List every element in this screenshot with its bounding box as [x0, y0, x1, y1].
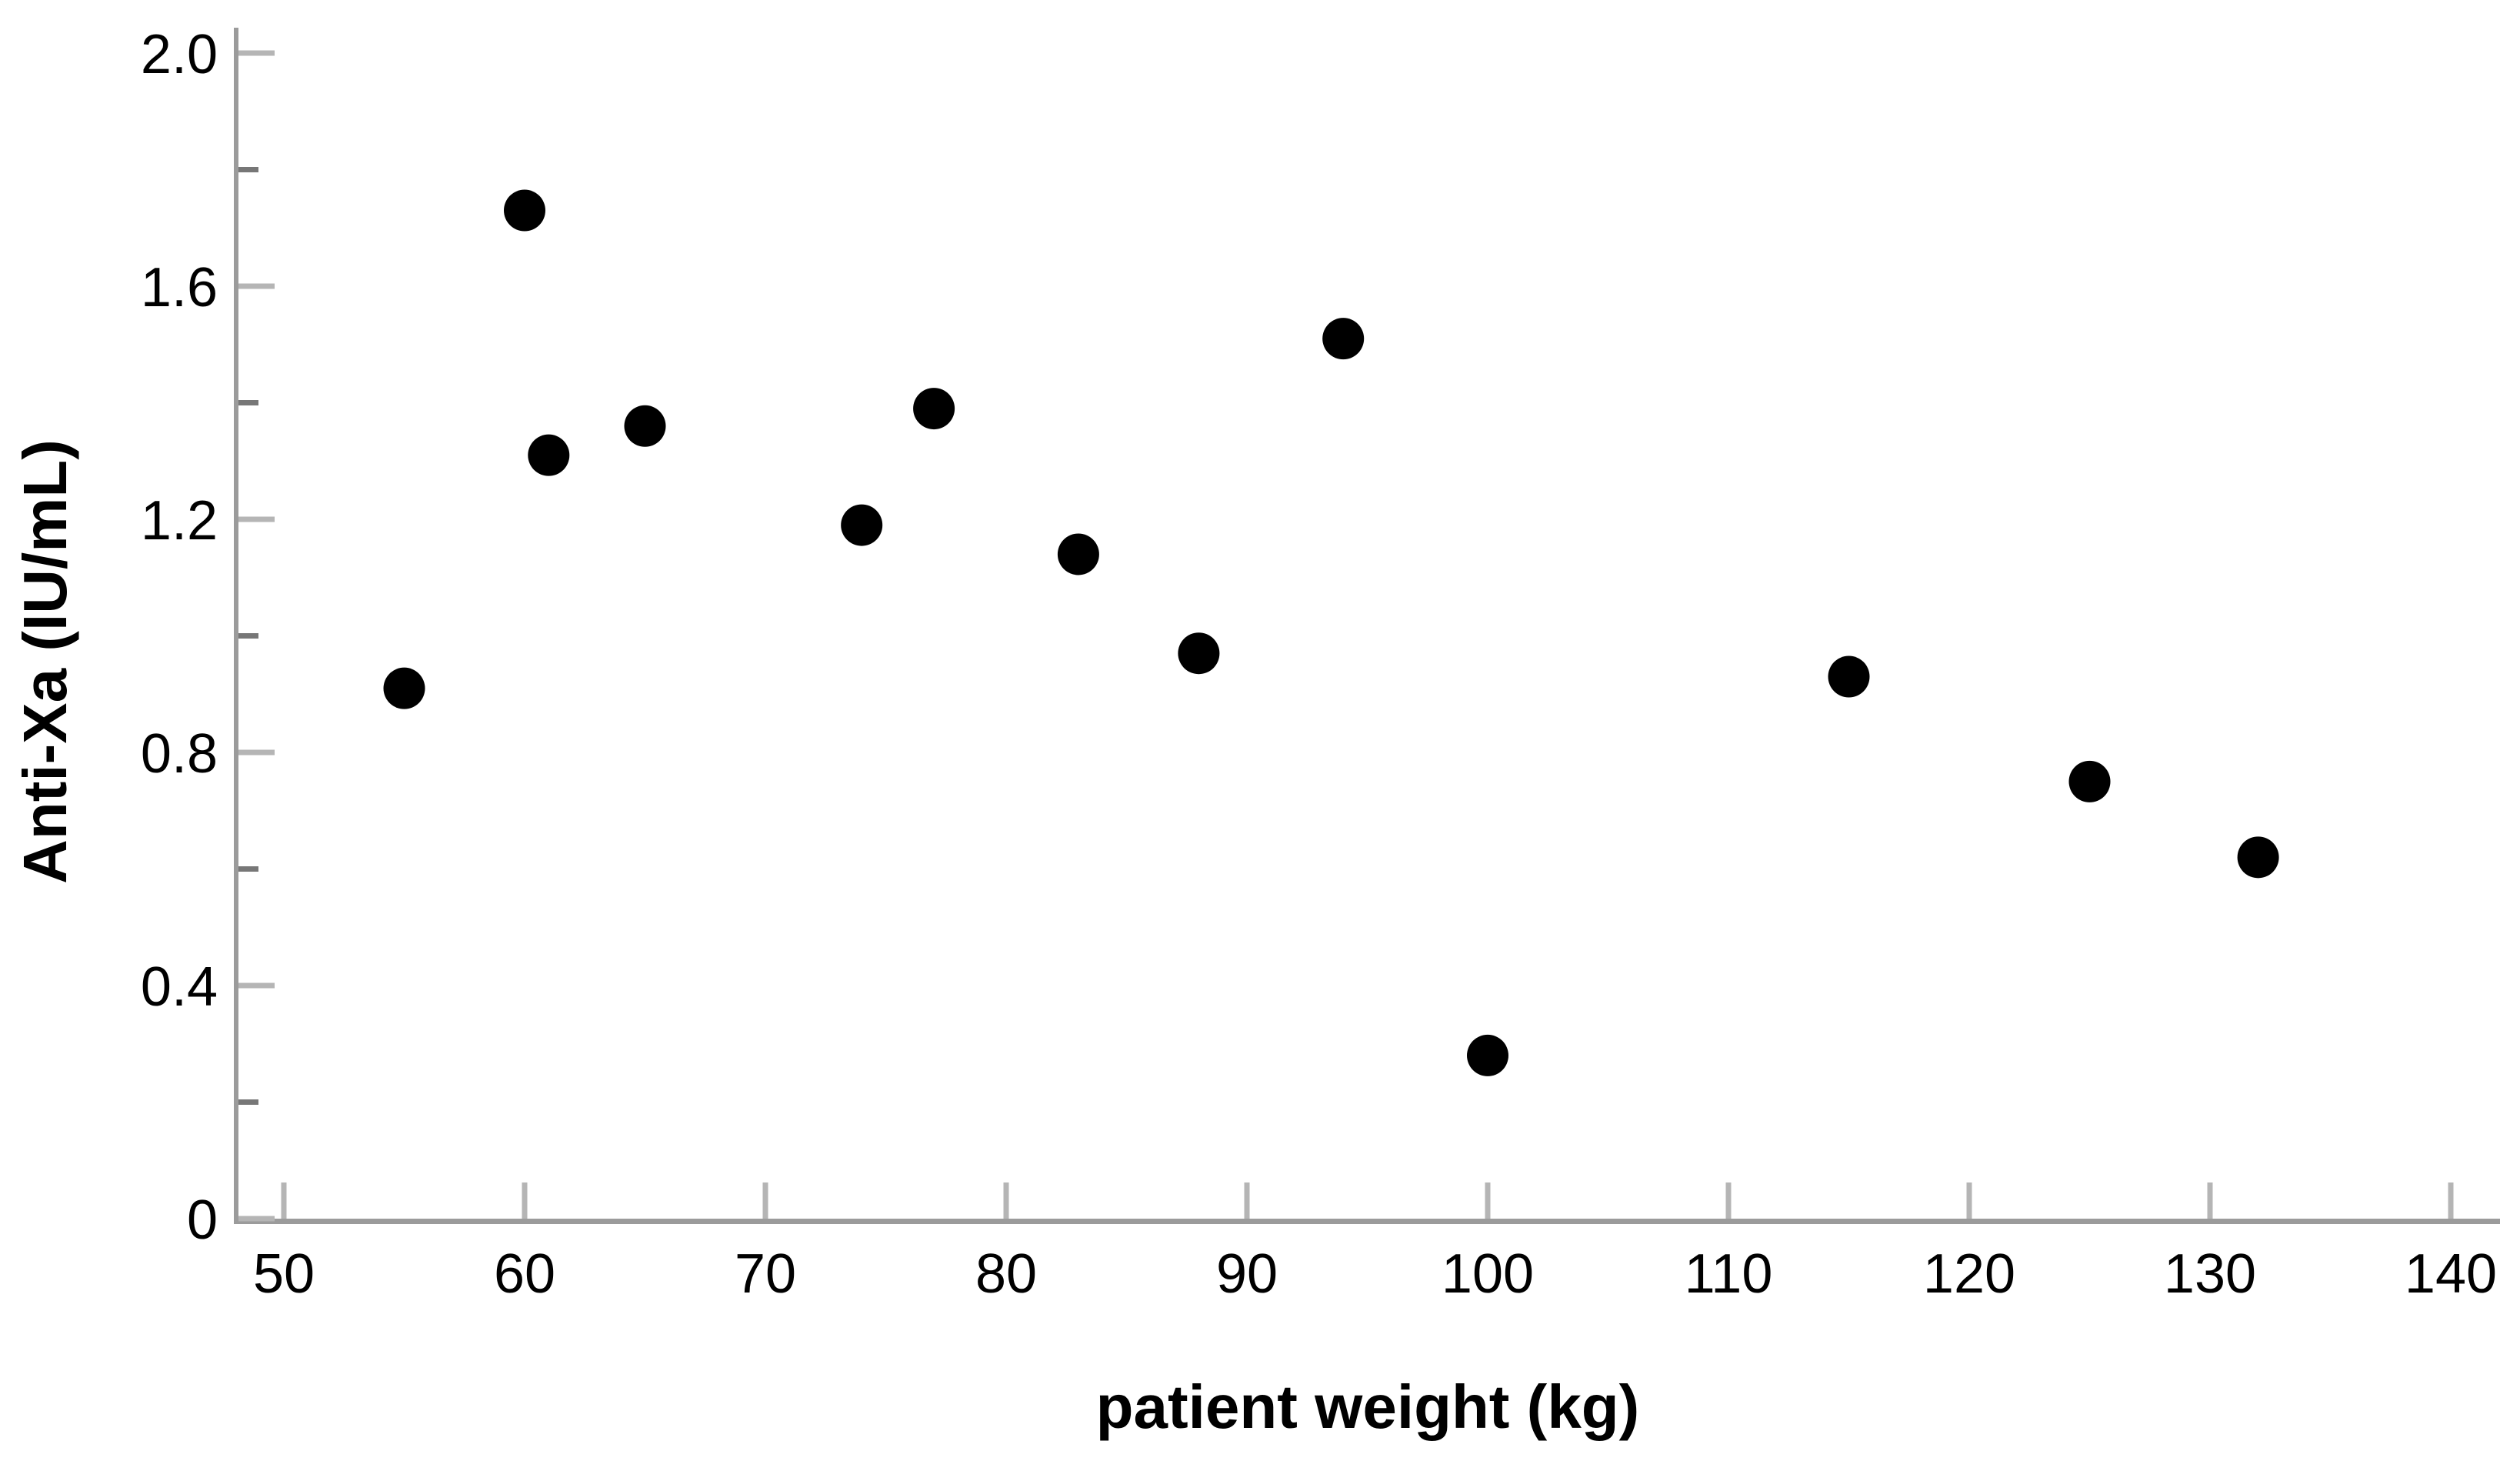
y-tick-label: 1.2	[141, 490, 218, 552]
x-major-tick	[281, 1182, 287, 1219]
tick-layer	[238, 50, 2454, 1222]
data-point	[1322, 318, 1365, 360]
tick-label-layer: 0 0.4 0.8 1.2 1.6 2.0 50 60 70 80 90 100 110 120 130 14…	[141, 24, 2497, 1305]
x-tick-label: 90	[1216, 1243, 1278, 1305]
data-point	[1057, 533, 1099, 575]
data-point-layer	[383, 189, 2279, 1076]
x-tick-label: 140	[2405, 1243, 2497, 1305]
y-minor-tick	[238, 1099, 258, 1105]
y-axis-title: Anti-Xa (IU/mL)	[11, 439, 79, 884]
x-major-tick	[1003, 1182, 1009, 1219]
data-point	[2237, 836, 2279, 879]
y-major-tick	[238, 1216, 275, 1222]
x-tick-label: 110	[1685, 1243, 1773, 1305]
y-tick-label: 0	[187, 1189, 218, 1251]
data-point	[1467, 1034, 1508, 1076]
x-tick-label: 120	[1923, 1243, 2015, 1305]
data-point	[2068, 760, 2111, 802]
x-axis-line	[234, 1219, 2500, 1224]
y-tick-label: 0.8	[141, 723, 218, 785]
axes-layer	[234, 28, 2500, 1224]
y-minor-tick	[238, 400, 258, 405]
y-major-tick	[238, 516, 275, 522]
x-major-tick	[1725, 1182, 1732, 1219]
y-minor-tick	[238, 167, 258, 172]
y-tick-label: 0.4	[141, 956, 218, 1018]
x-axis-title: patient weight (kg)	[1096, 1373, 1640, 1441]
y-tick-label: 1.6	[141, 257, 218, 319]
x-major-tick	[1966, 1182, 1972, 1219]
data-point	[913, 388, 955, 430]
y-major-tick	[238, 283, 275, 289]
x-major-tick	[2448, 1182, 2454, 1219]
data-point	[528, 434, 570, 476]
data-point	[504, 189, 545, 232]
data-point	[1828, 655, 1870, 698]
data-point	[1178, 632, 1220, 675]
y-minor-tick	[238, 633, 258, 639]
x-tick-label: 50	[253, 1243, 315, 1305]
x-major-tick	[1485, 1182, 1491, 1219]
y-tick-label: 2.0	[141, 24, 218, 85]
y-axis-line	[234, 28, 238, 1224]
data-point	[383, 667, 425, 709]
x-tick-label: 60	[494, 1243, 555, 1305]
x-tick-label: 70	[735, 1243, 796, 1305]
y-major-tick	[238, 749, 275, 756]
y-minor-tick	[238, 866, 258, 872]
x-major-tick	[762, 1182, 768, 1219]
x-tick-label: 130	[2164, 1243, 2256, 1305]
y-major-tick	[238, 982, 275, 989]
x-major-tick	[522, 1182, 528, 1219]
x-major-tick	[1244, 1182, 1250, 1219]
data-point	[624, 405, 666, 447]
x-tick-label: 80	[975, 1243, 1037, 1305]
x-major-tick	[2207, 1182, 2213, 1219]
data-point	[841, 504, 883, 546]
y-major-tick	[238, 50, 275, 56]
x-tick-label: 100	[1442, 1243, 1534, 1305]
